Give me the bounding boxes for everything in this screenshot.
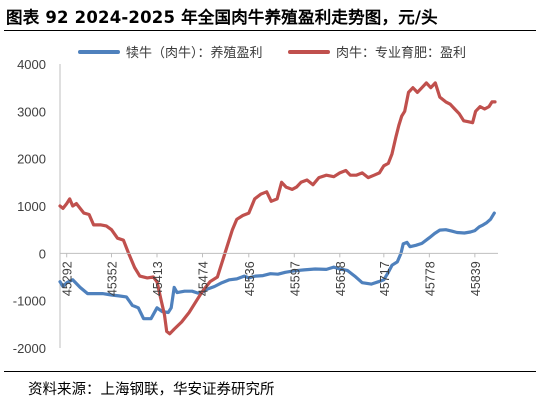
x-tick-label: 45536 <box>243 261 257 296</box>
x-tick-label: 45778 <box>423 261 437 296</box>
legend-label-calf: 犊牛（肉牛）：养殖盈利 <box>126 46 263 61</box>
y-tick-label: 1000 <box>17 199 46 214</box>
chart-legend: 犊牛（肉牛）：养殖盈利 肉牛：专业育肥：盈利 <box>0 42 541 62</box>
legend-item-calf: 犊牛（肉牛）：养殖盈利 <box>78 42 263 61</box>
y-tick-label: 3000 <box>17 104 46 119</box>
x-tick-label: 45658 <box>334 261 348 296</box>
legend-swatch-fattening <box>288 49 330 54</box>
source-divider <box>4 371 536 372</box>
legend-item-fattening: 肉牛：专业育肥：盈利 <box>288 42 466 61</box>
series-line-fattening-profit <box>58 81 497 336</box>
y-tick-label: -1000 <box>13 294 46 309</box>
y-tick-label: 2000 <box>17 152 46 167</box>
y-tick-label: 0 <box>39 246 46 261</box>
series-line-calf-profit <box>58 211 496 321</box>
x-tick-label: 45717 <box>378 261 392 296</box>
x-tick-label: 45597 <box>288 261 302 296</box>
page-title: 图表 92 2024-2025 年全国肉牛养殖盈利走势图，元/头 <box>6 8 438 27</box>
y-tick-label: 4000 <box>17 57 46 72</box>
legend-swatch-calf <box>78 49 120 54</box>
source-note: 资料来源：上海钢联，华安证券研究所 <box>28 382 275 398</box>
x-tick-label: 45474 <box>197 261 211 296</box>
x-tick-label: 45413 <box>151 261 165 296</box>
title-divider <box>4 30 536 31</box>
y-tick-label: -2000 <box>13 341 46 356</box>
x-tick-label: 45292 <box>61 261 75 296</box>
legend-label-fattening: 肉牛：专业育肥：盈利 <box>336 46 467 61</box>
x-tick-label: 45352 <box>105 261 119 296</box>
x-tick-label: 45839 <box>469 261 483 296</box>
